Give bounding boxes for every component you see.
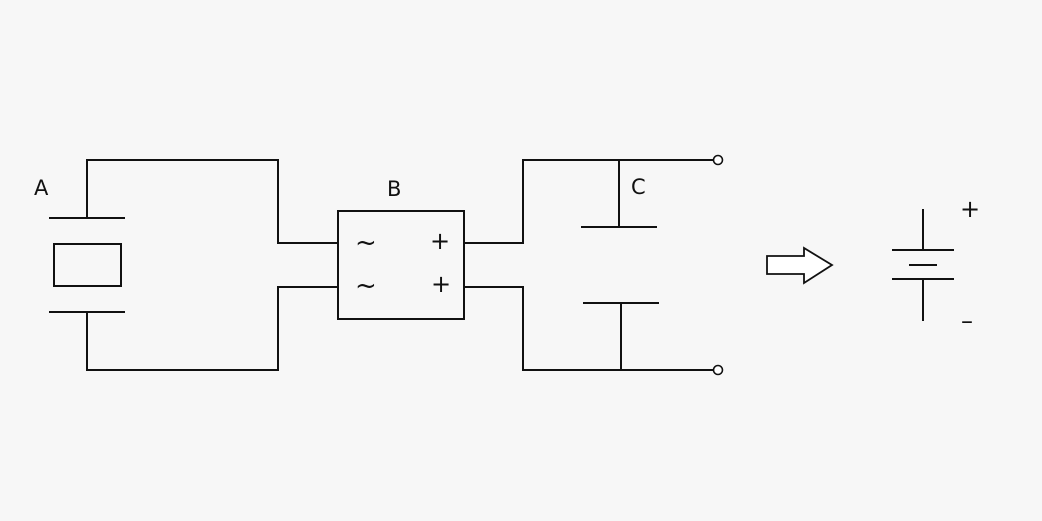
right-arrow-icon (766, 246, 834, 285)
output-terminal-top (712, 154, 724, 166)
ac-symbol-bottom: ~ (355, 271, 377, 301)
wire-a-top-to-bridge (86, 159, 339, 244)
component-a-label: A (34, 176, 49, 200)
battery-symbol: + – (892, 195, 980, 335)
dc-symbol-bottom: + (431, 270, 451, 298)
component-a: A (34, 176, 125, 313)
component-a-body (53, 243, 122, 287)
dc-symbol-top: + (430, 227, 450, 255)
component-c: C (581, 159, 659, 371)
output-terminal-bottom (712, 364, 724, 376)
bridge-rectifier-box (337, 210, 465, 320)
component-c-label: C (631, 175, 646, 199)
wire-a-bottom-to-bridge (86, 286, 339, 371)
battery-negative-label: – (961, 307, 973, 335)
ac-symbol-top: ~ (355, 228, 377, 258)
component-b-label: B (387, 177, 401, 201)
wire-bridge-to-bottom-rail (463, 286, 714, 371)
component-b: ~ ~ + + B (337, 177, 465, 320)
battery-positive-label: + (960, 195, 980, 223)
wire-bridge-to-top-rail (463, 159, 714, 244)
